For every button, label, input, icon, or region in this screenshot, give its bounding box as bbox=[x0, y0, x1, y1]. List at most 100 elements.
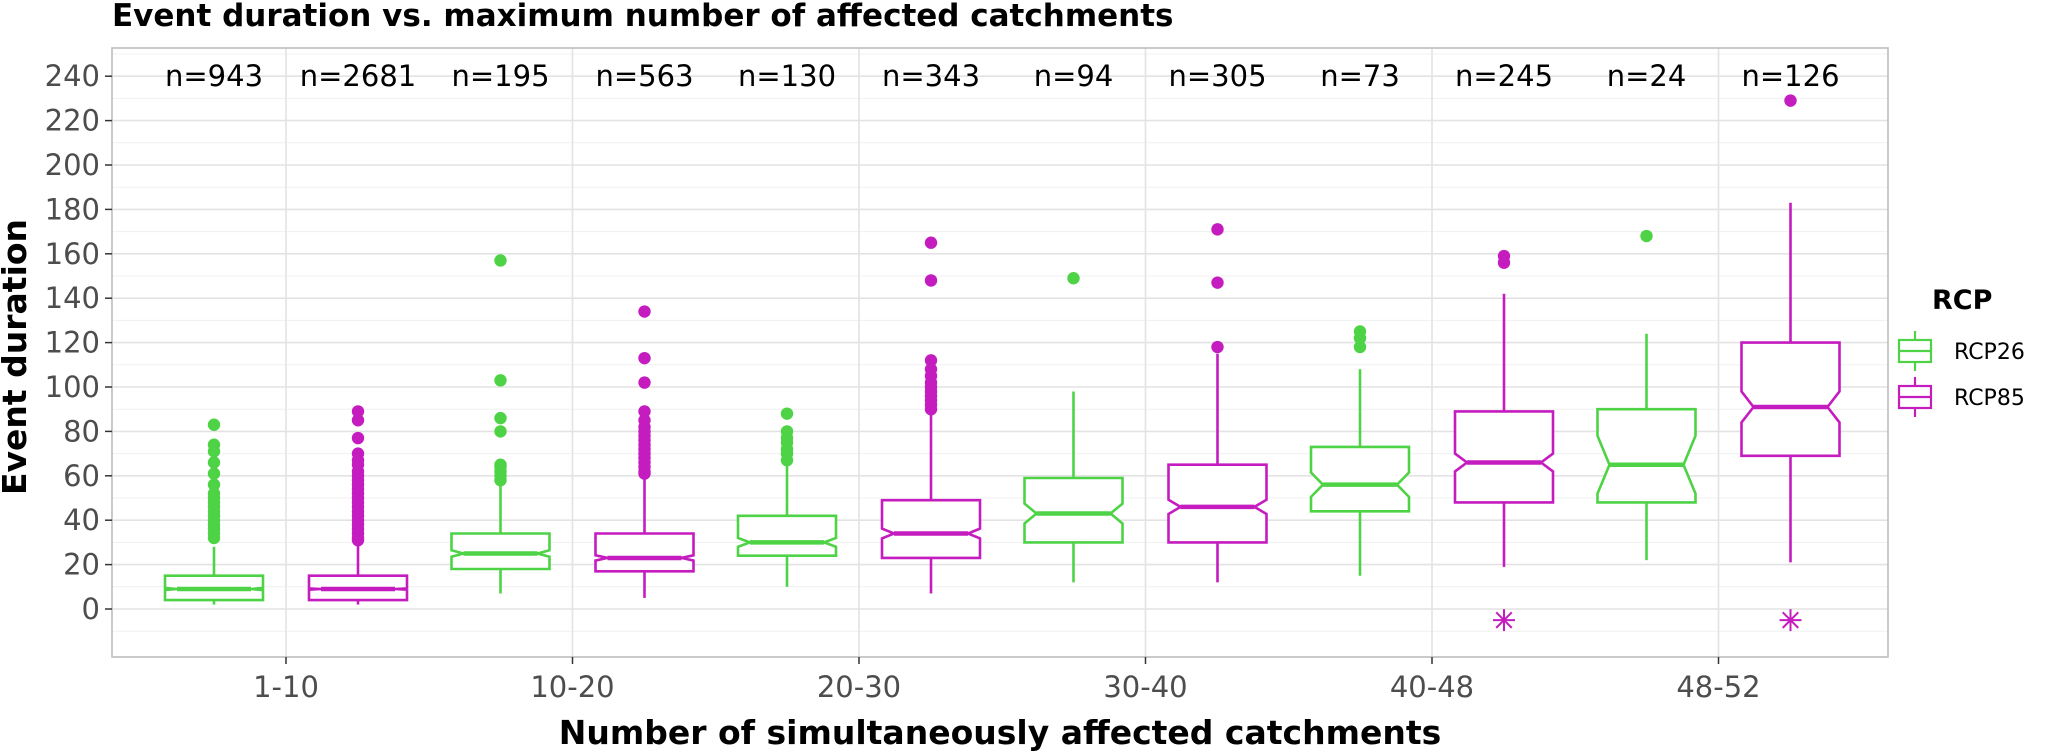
count-label: n=245 bbox=[1455, 59, 1553, 93]
box-rcp26-1-10 bbox=[163, 418, 265, 605]
star-marker bbox=[1493, 609, 1515, 632]
panel-border bbox=[111, 47, 1889, 658]
count-label: n=126 bbox=[1741, 59, 1839, 93]
outlier-point bbox=[638, 305, 651, 318]
box-rcp85-1-10 bbox=[307, 405, 409, 605]
y-tick-label: 40 bbox=[63, 503, 100, 537]
legend-label: RCP26 bbox=[1954, 340, 2025, 365]
y-tick-label: 100 bbox=[45, 370, 100, 404]
outlier-point bbox=[924, 354, 938, 367]
y-tick-label: 140 bbox=[45, 281, 100, 315]
box-rcp85-20-30 bbox=[880, 236, 982, 594]
legend-label: RCP85 bbox=[1954, 386, 2025, 411]
legend-title: RCP bbox=[1932, 285, 1992, 316]
outlier-point bbox=[351, 533, 365, 547]
y-tick-label: 0 bbox=[82, 592, 100, 626]
x-axis: 1-10 10-20 20-30 30-40 40-48 48-52 bbox=[253, 657, 1761, 704]
outlier-point bbox=[924, 236, 938, 249]
star-marker bbox=[1779, 609, 1802, 632]
count-label: n=563 bbox=[595, 59, 693, 93]
x-tick-label: 1-10 bbox=[253, 670, 319, 704]
outlier-point bbox=[207, 531, 221, 545]
box-rcp85-48-52 bbox=[1740, 94, 1841, 632]
star-stroke bbox=[1782, 611, 1799, 629]
outlier-point bbox=[494, 254, 507, 267]
box-body bbox=[594, 532, 695, 573]
y-tick-label: 240 bbox=[45, 59, 100, 93]
box-rcp85-30-40 bbox=[1167, 223, 1268, 583]
boxes-layer bbox=[163, 94, 1841, 632]
outlier-point bbox=[351, 405, 365, 418]
outlier-point bbox=[494, 411, 507, 425]
y-tick-label: 200 bbox=[45, 148, 100, 182]
box-rcp85-40-48 bbox=[1453, 249, 1555, 632]
legend: RCP RCP26 RCP85 bbox=[1897, 285, 2025, 417]
outlier-point bbox=[351, 431, 365, 445]
outlier-point bbox=[1353, 340, 1367, 354]
outlier-point bbox=[638, 376, 651, 389]
count-label: n=73 bbox=[1320, 59, 1400, 93]
y-tick-label: 120 bbox=[45, 326, 100, 360]
outlier-point bbox=[1067, 272, 1080, 285]
y-axis-title: Event duration bbox=[0, 219, 34, 495]
box-body bbox=[1167, 463, 1268, 544]
outlier-point bbox=[207, 478, 221, 491]
y-tick-label: 80 bbox=[63, 414, 100, 448]
outlier-point bbox=[780, 407, 794, 420]
y-axis: 0 20 40 60 80 100 120 140 160 180 200 220 240 bbox=[45, 59, 112, 626]
x-tick-label: 30-40 bbox=[1103, 670, 1187, 704]
box-rcp26-20-30 bbox=[736, 407, 838, 587]
outlier-point bbox=[207, 445, 221, 458]
legend-item-rcp26: RCP26 bbox=[1897, 331, 2025, 371]
x-axis-title: Number of simultaneously affected catchm… bbox=[559, 713, 1442, 752]
x-tick-label: 10-20 bbox=[530, 670, 614, 704]
box-rcp26-10-20 bbox=[450, 254, 551, 594]
chart-title: Event duration vs. maximum number of aff… bbox=[112, 0, 1174, 34]
count-label: n=943 bbox=[165, 59, 263, 93]
box-rcp26-30-40 bbox=[1023, 272, 1124, 583]
box-body bbox=[1309, 445, 1411, 513]
outlier-point bbox=[1211, 340, 1224, 354]
x-tick-label: 20-30 bbox=[817, 670, 901, 704]
count-label: n=195 bbox=[451, 59, 549, 93]
y-tick-label: 220 bbox=[45, 104, 100, 138]
outlier-point bbox=[207, 456, 221, 469]
outlier-point bbox=[638, 467, 651, 480]
outlier-point bbox=[1784, 94, 1797, 107]
y-tick-label: 160 bbox=[45, 237, 100, 271]
x-tick-label: 40-48 bbox=[1390, 670, 1474, 704]
outlier-point bbox=[924, 403, 938, 416]
outlier-point bbox=[1353, 331, 1367, 345]
box-body bbox=[1596, 407, 1697, 504]
outlier-point bbox=[1211, 223, 1224, 236]
outlier-point bbox=[494, 374, 507, 387]
x-tick-label: 48-52 bbox=[1676, 670, 1760, 704]
star-stroke bbox=[1495, 611, 1513, 629]
outlier-point bbox=[207, 418, 221, 431]
count-label: n=94 bbox=[1034, 59, 1114, 93]
y-tick-label: 60 bbox=[63, 459, 100, 493]
outlier-point bbox=[1497, 256, 1511, 269]
box-body bbox=[1453, 410, 1555, 504]
outlier-point bbox=[638, 405, 651, 418]
y-tick-label: 20 bbox=[63, 548, 100, 582]
box-body bbox=[1740, 341, 1841, 458]
outlier-point bbox=[924, 274, 938, 287]
box-body bbox=[736, 514, 838, 558]
box-body bbox=[880, 498, 982, 560]
outlier-point bbox=[1211, 276, 1224, 289]
outlier-point bbox=[351, 414, 365, 427]
outlier-point bbox=[780, 454, 794, 467]
count-label: n=24 bbox=[1607, 59, 1687, 93]
count-label: n=2681 bbox=[300, 59, 416, 93]
box-rcp85-10-20 bbox=[594, 305, 695, 598]
count-label: n=130 bbox=[738, 59, 836, 93]
outlier-point bbox=[638, 351, 651, 365]
count-labels: n=943 n=195 n=130 n=94 n=73 n=24 n=2681 n=563 n=… bbox=[165, 59, 1840, 93]
count-label: n=343 bbox=[882, 59, 980, 93]
plot-panel bbox=[111, 47, 1889, 658]
outlier-point bbox=[494, 474, 507, 487]
outlier-point bbox=[207, 467, 221, 480]
box-rcp26-48-52 bbox=[1596, 229, 1697, 561]
